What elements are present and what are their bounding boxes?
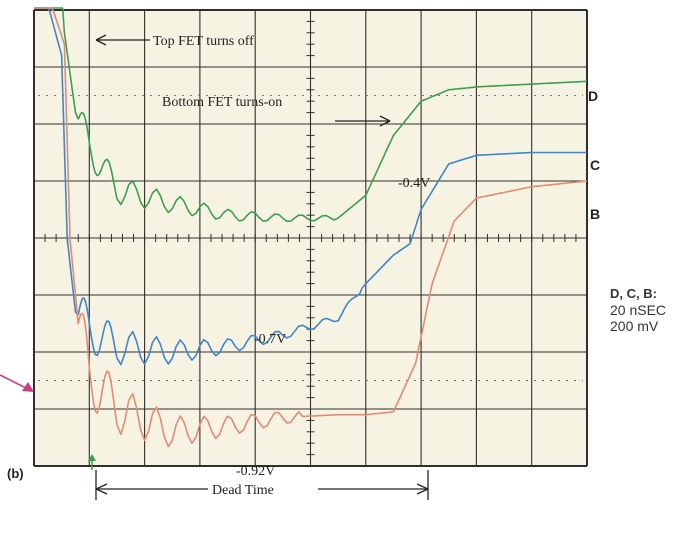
- annotation-top-fet: Top FET turns off: [153, 34, 254, 49]
- bottom-fet-arrow-head: [379, 115, 391, 127]
- annotations: Top FET turns off Bottom FET turns-on -0…: [0, 34, 430, 500]
- dead-time-arrow-left: [95, 483, 108, 495]
- trace-label-c: C: [590, 157, 601, 173]
- trace-label-b: B: [590, 206, 601, 222]
- annotation-dead-time: Dead Time: [212, 483, 274, 498]
- series-line-d: [34, 7, 588, 223]
- scale-legend: D, C, B: 20 nSEC 200 mV: [610, 286, 666, 334]
- time-scale: 20 nSEC: [610, 302, 667, 318]
- annotation-bottom-fet: Bottom FET turns-on: [162, 95, 282, 110]
- voltage-scale: 200 mV: [610, 318, 659, 334]
- series-line-c: [34, 7, 587, 366]
- panel-label: (b): [7, 466, 24, 481]
- start-marker-head: [88, 454, 96, 461]
- dead-time-arrow-right: [416, 483, 429, 495]
- annotation-minus-0-92v: -0.92V: [236, 464, 275, 479]
- trace-label-d: D: [588, 88, 599, 104]
- series-line-b: [34, 7, 588, 448]
- ground-pointer-head: [22, 382, 34, 392]
- grid: [33, 9, 588, 467]
- annotation-minus-0-4v: -0.4V: [398, 176, 430, 191]
- traces: [34, 7, 588, 448]
- scale-legend-header: D, C, B:: [610, 286, 657, 301]
- annotation-minus-0-7v: -0.7V: [254, 332, 286, 347]
- top-fet-arrow-head: [95, 34, 107, 46]
